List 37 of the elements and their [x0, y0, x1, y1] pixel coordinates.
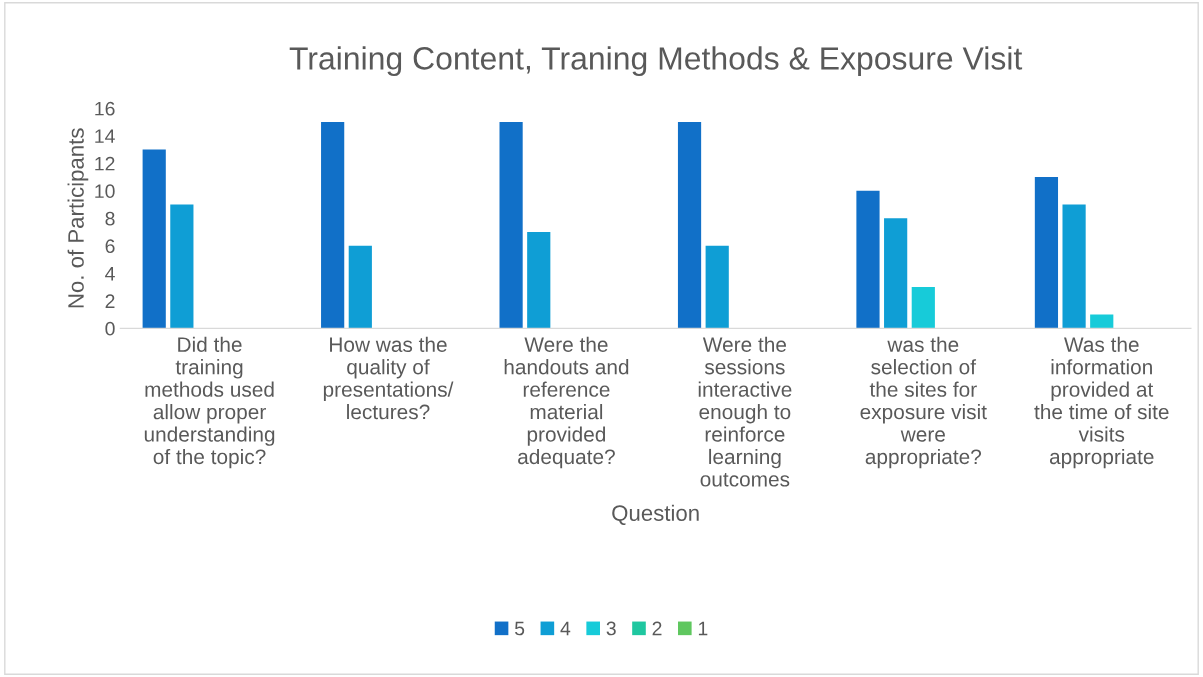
bar [1062, 204, 1086, 329]
y-tick-label: 2 [105, 294, 115, 308]
bar [499, 122, 523, 329]
bar [527, 232, 551, 329]
bar [1034, 177, 1059, 329]
bar [348, 245, 372, 329]
x-tick-label: How was the quality of presentations/ lectures? [323, 336, 454, 420]
y-tick-label: 8 [105, 211, 115, 226]
y-tick-label: 16 [95, 101, 115, 116]
bar [1090, 314, 1114, 329]
y-axis-title: No. of Participants [67, 128, 89, 308]
bar [170, 204, 194, 329]
legend-label: 3 [606, 621, 616, 636]
bar [142, 149, 166, 329]
bar [884, 218, 908, 329]
legend-label: 5 [514, 621, 525, 636]
y-tick-label: 4 [105, 267, 115, 281]
bar [911, 287, 935, 329]
x-tick-label: Were the handouts and reference material provided adequate? [504, 336, 629, 469]
legend-label: 1 [698, 621, 708, 636]
y-tick-label: 12 [95, 156, 115, 171]
x-tick-label: Were the sessions interactive enough to reinforce learning outcomes [698, 336, 792, 487]
bar [321, 122, 345, 329]
x-tick-label: Did the training methods used allow proper understanding of the topic? [144, 336, 275, 469]
y-tick-label: 6 [105, 239, 115, 254]
bar [677, 122, 702, 329]
y-tick-label: 0 [105, 321, 115, 336]
bar [705, 245, 729, 329]
y-tick-label: 14 [95, 129, 115, 143]
x-axis-title: Question [612, 504, 699, 525]
y-tick-label: 10 [95, 184, 115, 199]
bar [856, 190, 880, 329]
x-tick-label: was the selection of the sites for exposure visit were appropriate? [860, 336, 987, 469]
legend-label: 4 [560, 621, 571, 636]
legend-label: 2 [652, 621, 662, 636]
chart-title: Training Content, Traning Methods & Exposure Visit [289, 46, 1023, 77]
x-tick-label: Was the information provided at the time of site visits appropriate [1034, 336, 1169, 469]
